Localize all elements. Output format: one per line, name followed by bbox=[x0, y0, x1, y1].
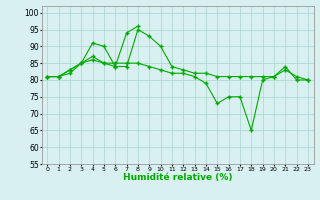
X-axis label: Humidité relative (%): Humidité relative (%) bbox=[123, 173, 232, 182]
